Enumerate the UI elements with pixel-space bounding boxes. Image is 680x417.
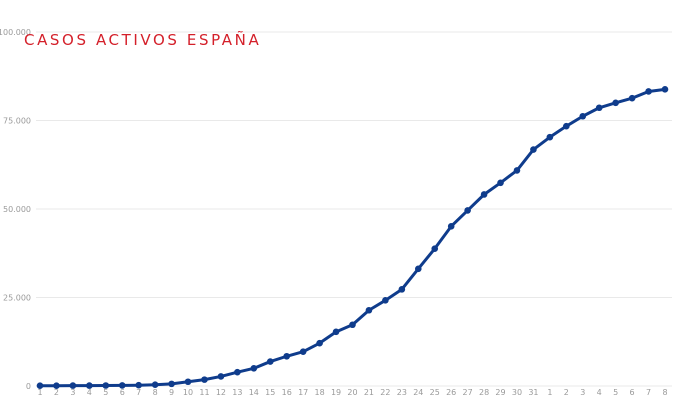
- data-point: [151, 381, 159, 389]
- x-tick-label: 20: [347, 388, 357, 397]
- data-point: [480, 191, 488, 198]
- x-tick-label: 8: [153, 388, 158, 397]
- x-tick-label: 28: [479, 388, 489, 397]
- series-line: [38, 87, 667, 388]
- y-tick-label: 75.000: [3, 117, 31, 126]
- data-point: [234, 368, 241, 376]
- x-tick-label: 8: [662, 388, 667, 397]
- x-tick-label: 4: [87, 388, 92, 397]
- data-point: [69, 382, 77, 389]
- y-tick-label: 0: [26, 382, 31, 391]
- x-tick-label: 24: [413, 388, 423, 397]
- data-point: [497, 179, 504, 187]
- x-tick-label: 26: [446, 388, 456, 397]
- data-point: [563, 122, 570, 130]
- x-tick-label: 5: [103, 388, 108, 397]
- data-point: [447, 223, 455, 230]
- x-tick-label: 22: [380, 388, 390, 397]
- x-tick-label: 7: [646, 388, 651, 397]
- x-tick-label: 25: [430, 388, 440, 397]
- data-point: [612, 99, 619, 107]
- data-point: [86, 382, 93, 389]
- x-tick-label: 14: [249, 388, 259, 397]
- x-tick-label: 31: [528, 388, 538, 397]
- data-point: [530, 146, 537, 153]
- data-point: [398, 286, 406, 293]
- data-point: [579, 112, 587, 120]
- x-tick-label: 2: [54, 388, 59, 397]
- data-point: [546, 133, 554, 141]
- x-tick-label: 19: [331, 388, 341, 397]
- x-tick-label: 1: [547, 388, 552, 397]
- data-point: [217, 373, 225, 380]
- x-tick-label: 4: [597, 388, 602, 397]
- x-tick-label: 13: [232, 388, 242, 397]
- x-tick-label: 6: [120, 388, 125, 397]
- data-point: [184, 378, 192, 386]
- data-point: [513, 167, 521, 174]
- data-point: [102, 382, 110, 389]
- data-point: [266, 358, 274, 365]
- x-tick-label: 12: [216, 388, 226, 397]
- x-tick-label: 29: [495, 388, 505, 397]
- x-tick-label: 2: [564, 388, 569, 397]
- data-point: [168, 380, 175, 388]
- data-point: [349, 321, 356, 329]
- data-point: [645, 88, 652, 95]
- data-point: [414, 265, 422, 273]
- x-tick-label: 15: [265, 388, 275, 397]
- data-point: [201, 376, 208, 383]
- data-point: [332, 328, 340, 336]
- data-point: [661, 86, 669, 93]
- y-tick-label: 25.000: [3, 294, 31, 303]
- x-tick-label: 21: [364, 388, 374, 397]
- data-point: [283, 352, 291, 360]
- data-point: [36, 382, 44, 390]
- x-tick-label: 5: [613, 388, 618, 397]
- data-point: [118, 382, 126, 389]
- x-tick-label: 1: [37, 388, 42, 397]
- x-tick-label: 17: [298, 388, 308, 397]
- y-tick-label: 50.000: [3, 205, 31, 214]
- x-tick-label: 11: [199, 388, 209, 397]
- x-tick-label: 18: [315, 388, 325, 397]
- data-point: [628, 94, 636, 102]
- x-tick-label: 16: [282, 388, 292, 397]
- x-tick-label: 6: [630, 388, 635, 397]
- data-point: [431, 245, 439, 252]
- data-point: [53, 382, 60, 390]
- data-point: [464, 207, 471, 214]
- data-point: [250, 365, 258, 372]
- data-point: [316, 339, 323, 347]
- x-tick-label: 3: [580, 388, 585, 397]
- chart-title: CASOS ACTIVOS ESPAÑA: [24, 31, 262, 49]
- x-tick-label: 3: [70, 388, 75, 397]
- y-tick-label: 100.000: [0, 28, 31, 37]
- data-point: [299, 348, 307, 355]
- data-point: [382, 297, 389, 304]
- data-point: [365, 306, 373, 314]
- x-tick-label: 23: [397, 388, 407, 397]
- x-tick-label: 7: [136, 388, 141, 397]
- x-tick-label: 9: [169, 388, 174, 397]
- data-point: [135, 381, 142, 389]
- x-tick-label: 10: [183, 388, 193, 397]
- data-point: [595, 104, 603, 112]
- x-tick-label: 30: [512, 388, 522, 397]
- x-tick-label: 27: [463, 388, 473, 397]
